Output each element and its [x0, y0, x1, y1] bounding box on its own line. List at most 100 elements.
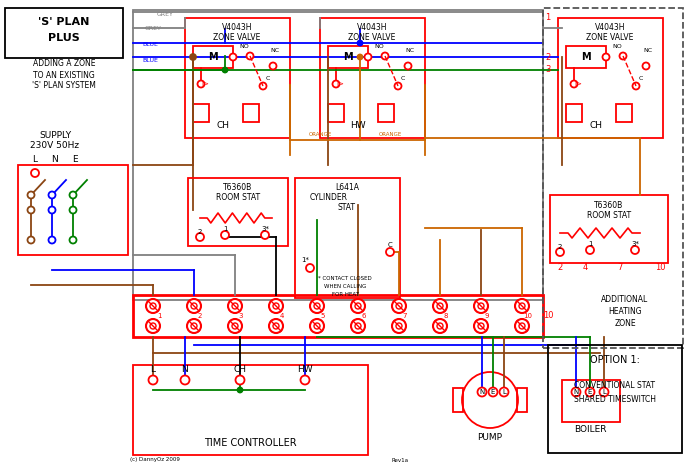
Circle shape	[515, 299, 529, 313]
Text: 10: 10	[543, 310, 553, 320]
Text: 1: 1	[157, 313, 161, 319]
Circle shape	[392, 299, 406, 313]
Text: Rev1a: Rev1a	[391, 458, 408, 462]
Circle shape	[28, 191, 34, 198]
Bar	[133, 365, 368, 455]
Circle shape	[478, 303, 484, 309]
Text: PLUS: PLUS	[48, 33, 80, 43]
Circle shape	[228, 299, 242, 313]
Text: NC: NC	[270, 49, 279, 53]
Text: ZONE VALVE: ZONE VALVE	[348, 34, 395, 43]
Circle shape	[386, 248, 394, 256]
Bar	[193, 104, 209, 122]
Circle shape	[235, 375, 244, 385]
Text: 4: 4	[582, 263, 588, 272]
Circle shape	[642, 63, 649, 70]
Text: ZONE VALVE: ZONE VALVE	[586, 34, 633, 43]
Bar	[328, 46, 368, 68]
Circle shape	[150, 303, 156, 309]
Text: E: E	[491, 389, 495, 395]
Text: L: L	[602, 389, 606, 395]
Circle shape	[48, 236, 55, 243]
Circle shape	[364, 53, 371, 60]
Text: PUMP: PUMP	[477, 433, 502, 443]
Circle shape	[28, 206, 34, 213]
Text: ORANGE: ORANGE	[378, 132, 402, 138]
Bar	[543, 8, 683, 348]
Circle shape	[631, 246, 639, 254]
Text: 2: 2	[545, 52, 551, 61]
Circle shape	[437, 303, 443, 309]
Circle shape	[148, 375, 157, 385]
Text: ADDING A ZONE: ADDING A ZONE	[32, 59, 95, 68]
Text: N: N	[52, 154, 59, 163]
Text: 3*: 3*	[631, 241, 639, 247]
Text: 1: 1	[545, 14, 551, 22]
Text: CH: CH	[217, 122, 230, 131]
Bar	[193, 46, 233, 68]
Circle shape	[602, 53, 609, 60]
Circle shape	[228, 319, 242, 333]
Text: NO: NO	[239, 44, 249, 49]
Circle shape	[519, 303, 525, 309]
Text: V4043H: V4043H	[357, 23, 387, 32]
Circle shape	[70, 191, 77, 198]
Text: 2: 2	[558, 263, 562, 272]
Text: HW: HW	[297, 366, 313, 374]
Circle shape	[273, 303, 279, 309]
Circle shape	[306, 264, 314, 272]
Circle shape	[571, 388, 580, 396]
Text: (c) DannyOz 2009: (c) DannyOz 2009	[130, 458, 180, 462]
Bar	[188, 178, 288, 246]
Text: C: C	[401, 75, 405, 80]
Text: 7: 7	[618, 263, 622, 272]
Circle shape	[396, 323, 402, 329]
Text: I>: I>	[574, 81, 582, 87]
Bar	[453, 388, 463, 412]
Bar	[133, 295, 543, 337]
Text: T6360B: T6360B	[224, 183, 253, 192]
Text: M: M	[343, 52, 353, 62]
Circle shape	[191, 303, 197, 309]
Text: C: C	[266, 75, 270, 80]
Text: 2: 2	[558, 244, 562, 250]
Text: FOR HEAT: FOR HEAT	[331, 292, 359, 297]
Circle shape	[474, 319, 488, 333]
Text: 2: 2	[198, 313, 202, 319]
Text: T6360B: T6360B	[594, 200, 624, 210]
Bar	[616, 104, 632, 122]
Circle shape	[187, 299, 201, 313]
Circle shape	[230, 53, 237, 60]
Circle shape	[586, 246, 594, 254]
Text: BLUE: BLUE	[142, 43, 158, 47]
Bar	[548, 345, 682, 453]
Text: ROOM STAT: ROOM STAT	[587, 211, 631, 219]
Text: C: C	[639, 75, 643, 80]
Bar	[320, 18, 425, 138]
Text: L641A: L641A	[335, 183, 359, 192]
Circle shape	[500, 388, 509, 396]
Bar	[5, 8, 123, 58]
Text: N: N	[181, 366, 188, 374]
Text: 7: 7	[403, 313, 407, 319]
Circle shape	[187, 319, 201, 333]
Text: 3: 3	[239, 313, 244, 319]
Text: BLUE: BLUE	[142, 58, 158, 63]
Bar	[133, 10, 543, 300]
Text: 9: 9	[485, 313, 489, 319]
Text: ZONE VALVE: ZONE VALVE	[213, 34, 261, 43]
Circle shape	[310, 299, 324, 313]
Text: 1*: 1*	[301, 257, 309, 263]
Circle shape	[222, 67, 228, 73]
Circle shape	[586, 388, 595, 396]
Text: L: L	[502, 389, 506, 395]
Circle shape	[197, 80, 204, 88]
Text: WHEN CALLING: WHEN CALLING	[324, 284, 366, 288]
Text: NC: NC	[406, 49, 415, 53]
Text: SUPPLY: SUPPLY	[39, 131, 71, 139]
Circle shape	[259, 82, 266, 89]
Circle shape	[181, 375, 190, 385]
Bar	[558, 18, 663, 138]
Text: 4: 4	[280, 313, 284, 319]
Circle shape	[395, 82, 402, 89]
